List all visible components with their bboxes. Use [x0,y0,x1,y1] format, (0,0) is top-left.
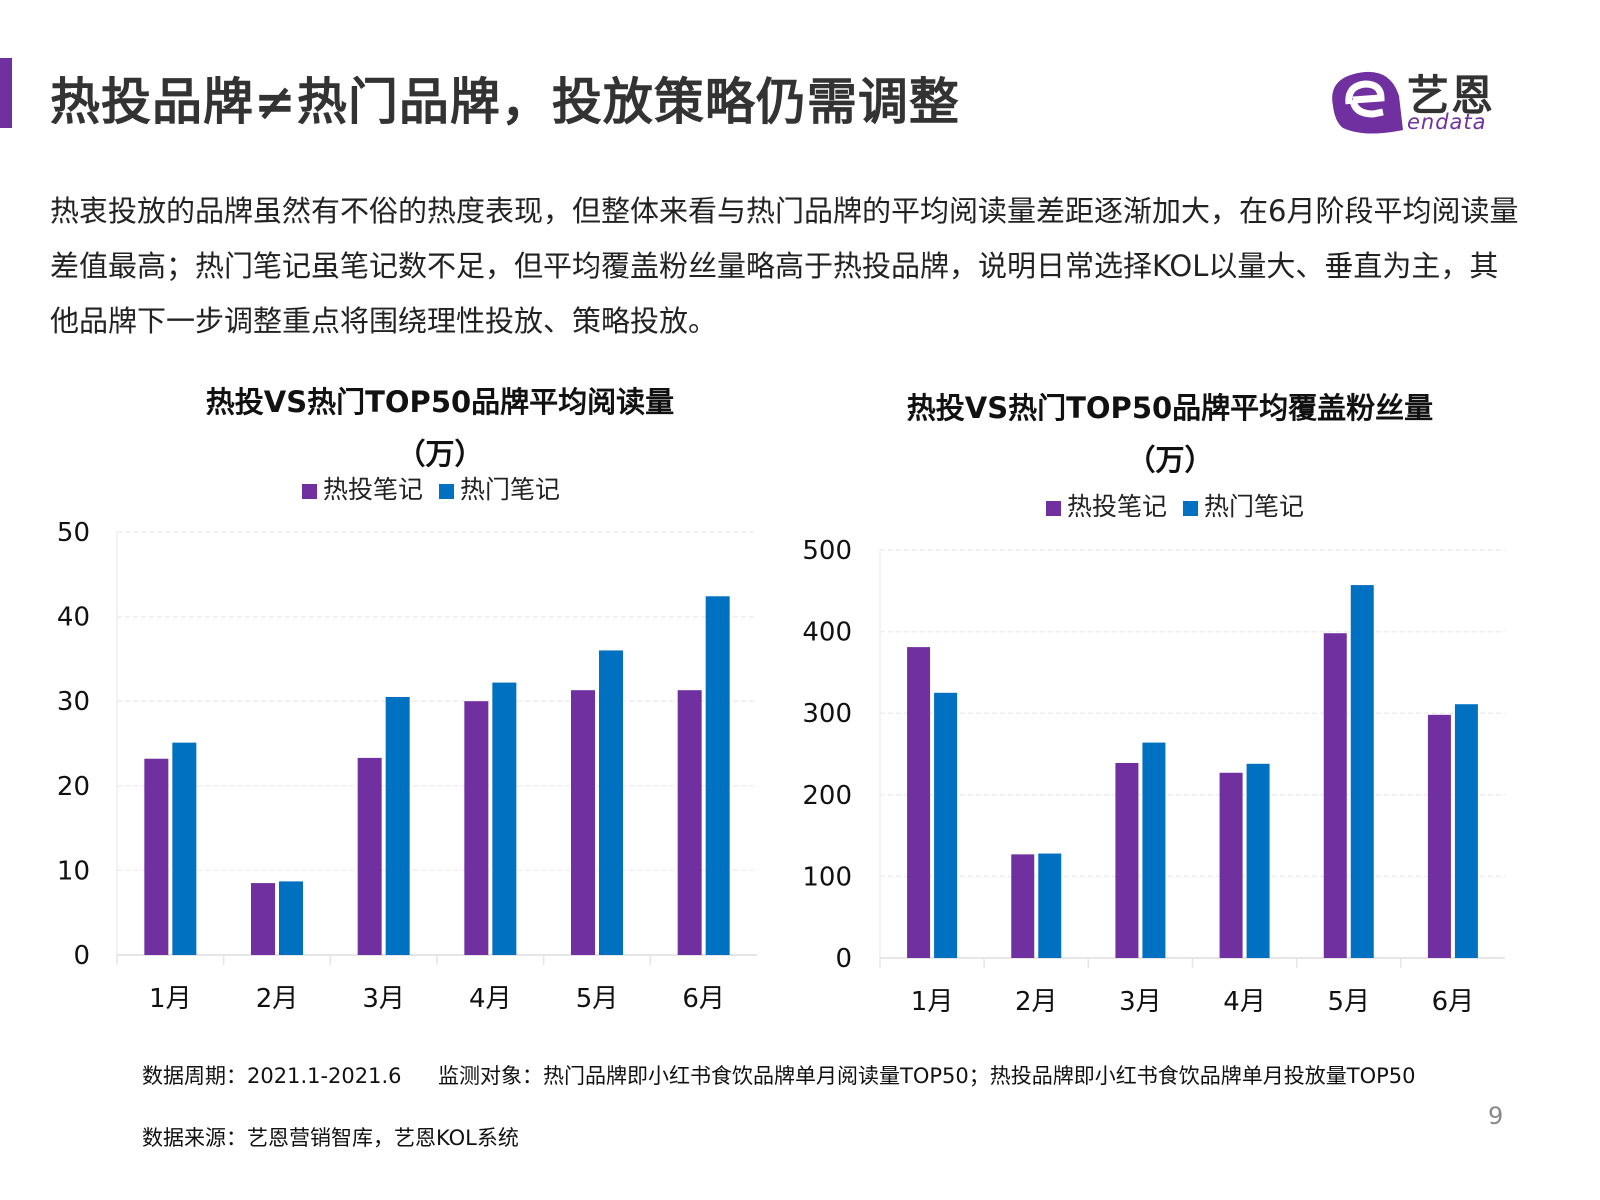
title-accent-bar [0,58,12,128]
footer-source: 数据来源：艺恩营销智库，艺恩KOL系统 [142,1126,519,1150]
legend-label: 热门笔记 [1204,492,1305,521]
logo-en-text: endata [1407,110,1487,134]
x-tick-label: 4月 [469,984,512,1014]
legend-item-series2: 热门笔记 [439,470,560,506]
bar-series1-4月 [464,701,489,955]
bar-series2-5月 [599,650,623,955]
chart1-legend: 热投笔记 热门笔记 [302,470,560,506]
y-tick-label: 500 [802,536,852,566]
y-tick-label: 300 [802,699,852,729]
page-number: 9 [1488,1102,1504,1130]
y-tick-label: 100 [802,862,852,892]
bar-series2-6月 [1454,704,1478,958]
x-tick-label: 1月 [911,987,954,1017]
bar-series2-1月 [172,742,197,955]
chart1-title: 热投VS热门TOP50品牌平均阅读量 （万） [140,376,740,480]
x-tick-label: 6月 [1432,987,1475,1017]
bar-series2-4月 [1246,763,1270,958]
bar-series2-6月 [705,596,730,955]
summary-paragraph: 热衷投放的品牌虽然有不俗的热度表现，但整体来看与热门品牌的平均阅读量差距逐渐加大… [50,194,1519,338]
bar-series2-2月 [279,881,303,955]
y-tick-label: 40 [57,603,90,633]
bar-series1-6月 [1427,714,1451,958]
x-tick-label: 3月 [362,984,405,1014]
y-tick-label: 200 [802,781,852,811]
chart2-title-text: 热投VS热门TOP50品牌平均覆盖粉丝量 [906,391,1434,425]
bar-series2-3月 [385,696,410,955]
y-tick-label: 50 [57,518,90,548]
y-tick-label: 400 [802,618,852,648]
bar-series1-1月 [907,647,931,958]
y-tick-label: 0 [835,944,852,974]
footer-target: 监测对象：热门品牌即小红书食饮品牌单月阅读量TOP50；热投品牌即小红书食饮品牌… [438,1064,1416,1088]
bar-series1-5月 [571,690,595,955]
y-tick-label: 0 [73,941,90,971]
legend-item-series1: 热投笔记 [1046,487,1167,523]
legend-swatch [302,483,317,499]
bar-series2-5月 [1350,585,1374,958]
legend-item-series1: 热投笔记 [302,470,423,506]
logo-cn-text: 艺恩 [1407,71,1496,120]
bar-series1-3月 [1115,762,1139,958]
bar-series2-2月 [1038,853,1062,958]
bar-series2-3月 [1142,742,1166,958]
legend-swatch [1183,500,1199,516]
bar-series1-4月 [1219,772,1243,958]
bar-series1-2月 [251,883,275,955]
x-tick-label: 2月 [256,984,299,1014]
footer-period: 数据周期：2021.1-2021.6 [142,1064,402,1088]
x-tick-label: 4月 [1223,987,1266,1017]
bar-series1-1月 [144,758,169,955]
chart1-title-text: 热投VS热门TOP50品牌平均阅读量 [205,385,675,419]
y-tick-label: 10 [57,856,90,886]
legend-swatch [439,483,455,499]
bar-series2-4月 [492,682,517,955]
x-tick-label: 1月 [149,984,192,1014]
x-tick-label: 3月 [1119,987,1162,1017]
x-tick-label: 5月 [576,984,619,1014]
page-title: 热投品牌≠热门品牌，投放策略仍需调整 [50,73,960,131]
legend-item-series2: 热门笔记 [1183,487,1304,523]
bar-series2-1月 [934,692,958,958]
legend-swatch [1046,500,1061,516]
bar-series1-5月 [1323,633,1347,958]
x-tick-label: 2月 [1015,987,1058,1017]
bar-series1-6月 [677,690,702,955]
x-tick-label: 6月 [682,984,725,1014]
y-tick-label: 30 [57,687,90,717]
y-tick-label: 20 [57,772,90,802]
chart1-subtitle: （万） [396,437,484,471]
bar-series1-3月 [357,757,382,955]
legend-label: 热门笔记 [460,475,561,504]
chart2-subtitle: （万） [1126,443,1214,477]
bar-series1-2月 [1011,854,1035,958]
legend-label: 热投笔记 [1067,492,1168,521]
chart2-title: 热投VS热门TOP50品牌平均覆盖粉丝量 （万） [880,382,1460,486]
x-tick-label: 5月 [1327,987,1370,1017]
legend-label: 热投笔记 [323,475,424,504]
chart2-legend: 热投笔记 热门笔记 [1046,487,1304,523]
logo-e-icon [1332,71,1403,134]
endata-logo: 艺恩 endata [1325,66,1510,136]
